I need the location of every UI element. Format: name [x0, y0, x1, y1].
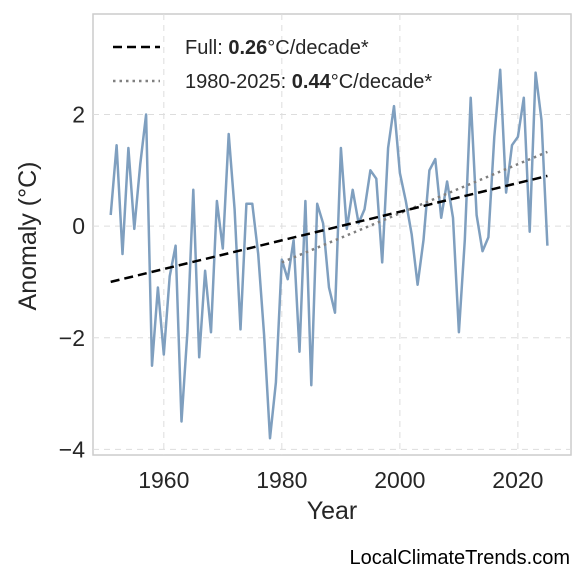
- y-axis-label: Anomaly (°C): [14, 162, 42, 311]
- x-tick-label: 2020: [492, 467, 543, 493]
- y-tick-label: 0: [72, 213, 85, 239]
- legend-recent-value: 0.44: [292, 71, 332, 93]
- legend-recent-trend-label: 1980-2025: 0.44°C/decade*: [185, 71, 432, 93]
- legend-recent-prefix: 1980-2025:: [185, 71, 292, 93]
- series-layer: [109, 68, 549, 440]
- plot-area: [92, 13, 572, 456]
- legend-full-suffix: °C/decade*: [267, 37, 369, 59]
- x-tick-label: 1960: [138, 467, 189, 493]
- legend-recent-suffix: °C/decade*: [331, 71, 433, 93]
- grid: [93, 14, 571, 455]
- anomaly-series-line: [109, 68, 549, 440]
- x-tick-label: 1980: [256, 467, 307, 493]
- full-trend-line: [110, 174, 548, 284]
- x-tick-labels: 1960 1980 2000 2020: [138, 467, 543, 493]
- legend-full-value: 0.26: [228, 37, 267, 59]
- x-axis-label: Year: [307, 497, 358, 525]
- x-tick-label: 2000: [374, 467, 425, 493]
- legend: Full: 0.26°C/decade* 1980-2025: 0.44°C/d…: [113, 37, 432, 93]
- legend-full-trend-label: Full: 0.26°C/decade*: [185, 37, 369, 59]
- legend-full-prefix: Full:: [185, 37, 228, 59]
- y-tick-label: −2: [59, 325, 85, 351]
- y-tick-label: −4: [59, 436, 85, 462]
- y-tick-label: 2: [72, 101, 85, 127]
- watermark-text: LocalClimateTrends.com: [349, 547, 570, 569]
- y-tick-labels: −4 −2 0 2: [59, 101, 85, 462]
